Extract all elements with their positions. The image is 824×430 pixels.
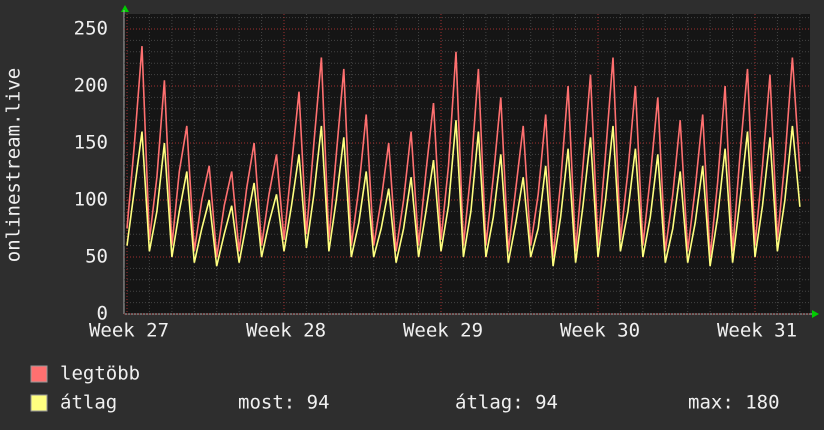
axis-arrow [812, 310, 819, 318]
axis-arrow [121, 5, 129, 12]
y-tick-label: 50 [85, 246, 108, 268]
x-tick-label: Week 31 [717, 320, 797, 342]
y-tick-label: 250 [74, 18, 108, 40]
legend-stat: most: 94 [238, 392, 330, 414]
legend-label: legtöbb [60, 363, 140, 385]
y-tick-label: 150 [74, 132, 108, 154]
legend-swatch [30, 365, 48, 383]
legend-stat: átlag: 94 [455, 392, 558, 414]
plot-area [124, 14, 810, 314]
legend-label: átlag [60, 392, 117, 414]
x-tick-label: Week 30 [560, 320, 640, 342]
y-tick-label: 200 [74, 75, 108, 97]
x-tick-label: Week 28 [246, 320, 326, 342]
legend-stat: max: 180 [688, 392, 780, 414]
series-line [126, 120, 801, 267]
x-tick-label: Week 27 [89, 320, 169, 342]
y-tick-label: 100 [74, 189, 108, 211]
x-tick-label: Week 29 [403, 320, 483, 342]
legend-swatch [30, 394, 48, 412]
y-axis-label: onlinestream.live [3, 68, 25, 262]
y-tick-label: 0 [97, 303, 108, 325]
